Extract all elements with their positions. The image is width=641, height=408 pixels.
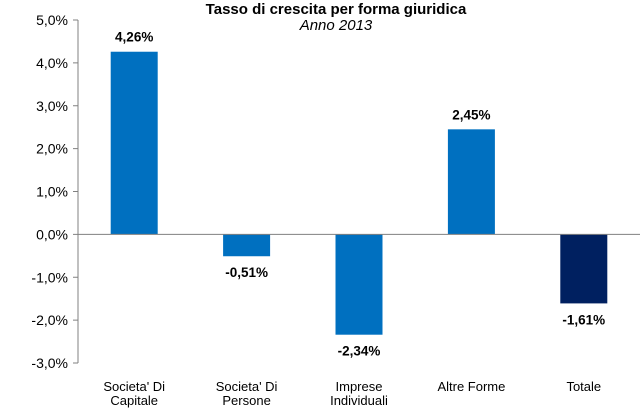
chart-title: Tasso di crescita per forma giuridica [206, 1, 467, 18]
x-category-label: Altre Forme [437, 379, 505, 394]
data-label: -2,34% [338, 344, 381, 359]
bar [560, 234, 608, 304]
x-category-label: Totale [566, 379, 601, 394]
data-label: -0,51% [225, 265, 268, 280]
y-tick-label: 0,0% [36, 226, 68, 242]
y-tick-label: -2,0% [31, 312, 68, 328]
x-category-label: Imprese [336, 379, 383, 394]
bar [447, 129, 495, 235]
x-category-label: Societa' Di [216, 379, 278, 394]
bar [110, 51, 158, 235]
y-tick-label: 3,0% [36, 98, 68, 114]
y-tick-label: -3,0% [31, 355, 68, 371]
x-category-label: Societa' Di [103, 379, 165, 394]
bar [223, 234, 271, 257]
y-tick-label: 4,0% [36, 55, 68, 71]
y-tick-label: -1,0% [31, 269, 68, 285]
x-category-label: Persone [222, 393, 270, 408]
data-label: 2,45% [452, 107, 490, 122]
x-category-label: Individuali [330, 393, 388, 408]
chart-subtitle: Anno 2013 [299, 17, 373, 34]
y-tick-label: 1,0% [36, 184, 68, 200]
x-category-label: Capitale [110, 393, 158, 408]
y-tick-label: 2,0% [36, 141, 68, 157]
y-tick-label: 5,0% [36, 12, 68, 28]
bar [335, 234, 383, 335]
chart-marks: 5,0% 4,0% 3,0% 2,0% 1,0% 0,0% -1,0% -2,0% -3,0% 4… [31, 12, 640, 408]
data-label: 4,26% [115, 30, 153, 45]
data-label: -1,61% [562, 312, 605, 327]
